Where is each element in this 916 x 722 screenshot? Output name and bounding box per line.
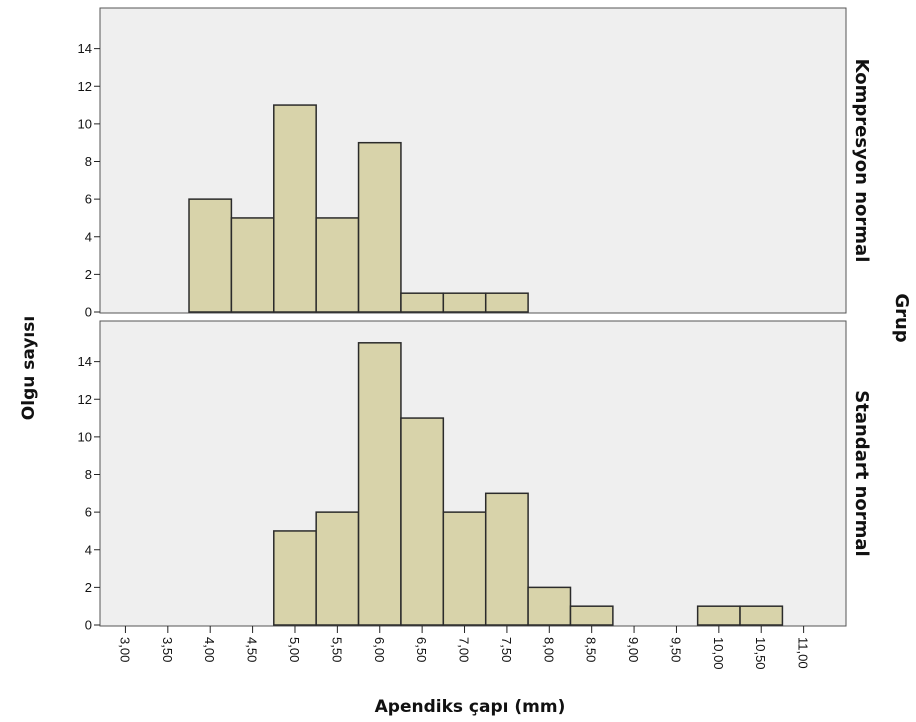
histogram-bar [400,417,445,626]
x-tick-label: 9,50 [668,637,683,662]
x-tick-label: 6,00 [372,637,387,662]
histogram-bar [527,586,572,626]
y-tick-label: 12 [78,392,92,407]
histogram-bar [273,530,317,626]
y-tick-label: 0 [85,305,92,320]
y-tick-label: 2 [85,267,92,282]
facet-label: Grup [891,293,912,342]
x-tick-label: 8,00 [541,637,556,662]
x-tick-label: 7,00 [457,637,472,662]
histogram-bar [442,292,487,313]
x-tick-label: 10,50 [753,637,768,670]
x-tick-label: 4,50 [245,637,260,662]
y-tick-label: 0 [85,618,92,633]
histogram-bar [400,292,445,313]
panel-title: Standart normal [851,390,872,556]
x-tick-label: 5,50 [329,637,344,662]
y-axis-title: Olgu sayısı [19,316,39,420]
x-tick-label: 5,00 [287,637,302,662]
histogram-bar [188,198,233,313]
panel-kompresyon-normal: 0 2 4 6 8 10 12 14 Kompresyon normal [78,7,872,320]
histogram-bar [739,605,784,626]
x-tick-label: 7,50 [499,637,514,662]
x-tick-label: 8,50 [584,637,599,662]
x-tick-label: 4,00 [202,637,217,662]
y-tick-label: 6 [85,505,92,520]
y-tick-label: 6 [85,192,92,207]
y-tick-label: 8 [85,467,92,482]
x-tick-label: 11,00 [796,637,811,669]
x-tick-label: 6,50 [414,637,429,662]
y-tick-label: 14 [78,354,92,369]
histogram-bar [357,141,402,313]
histogram-bar [484,492,529,626]
histogram-bar [569,605,614,626]
y-tick-label: 10 [78,429,92,444]
panel-title: Kompresyon normal [851,59,872,263]
histogram-bar [357,342,402,626]
histogram-bar [696,605,741,626]
x-tick-label: 10,00 [711,637,726,670]
y-tick-label: 2 [85,580,92,595]
x-tick-label: 3,00 [117,637,132,662]
y-tick-label: 10 [78,116,92,131]
histogram-bar [484,292,529,313]
histogram-bar [273,104,317,313]
panel-standart-normal: 0 2 4 6 8 10 12 14 Standart normal [78,320,872,633]
panels-layer: 0 2 4 6 8 10 12 14 Kompresyon normal 0 2 4 6 8 10 12 14 S… [78,7,872,633]
x-tick-label: 9,00 [626,637,641,662]
y-tick-label: 12 [78,79,92,94]
x-axis-title: Apendiks çapı (mm) [375,697,566,717]
y-tick-label: 14 [78,41,92,56]
histogram-bar [315,511,360,626]
x-tick-label: 3,50 [160,637,175,662]
x-axis: 3,00 3,50 4,00 4,50 5,00 5,50 6,00 6,50 7,00 7,50… [117,626,811,670]
y-tick-label: 8 [85,154,92,169]
histogram-bar [442,511,487,626]
histogram-bar [230,217,275,313]
y-tick-label: 4 [85,542,92,557]
histogram-bar [315,217,360,313]
y-tick-label: 4 [85,229,92,244]
